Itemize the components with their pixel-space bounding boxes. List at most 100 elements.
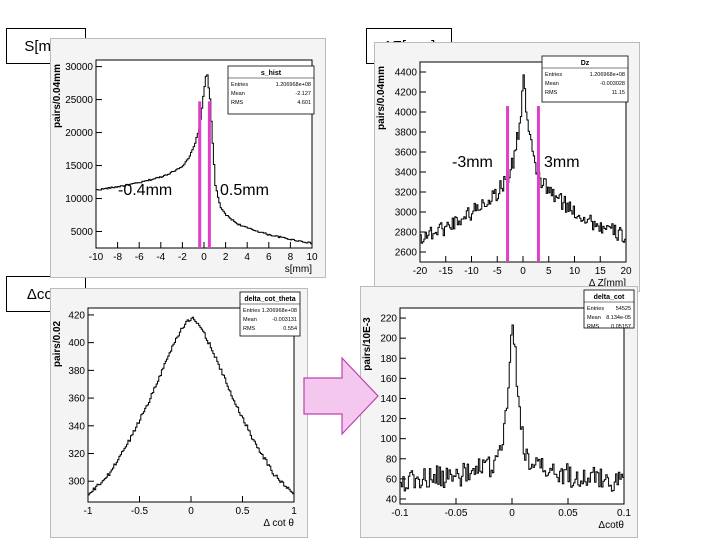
stats-value: 4.601	[297, 100, 311, 106]
stats-key: RMS	[587, 324, 600, 330]
y-tick-label: 2600	[395, 248, 418, 259]
y-tick-label: 320	[68, 449, 85, 460]
x-tick-label: 10	[306, 252, 318, 263]
stats-key: RMS	[545, 90, 558, 96]
stats-value: 11.15	[612, 90, 625, 96]
stats-box	[227, 65, 315, 115]
s-hist-panel: -10 -8 -6 -4 -2 0 2 4 6 8 10 5000 10000 15000 20000 250…	[50, 38, 326, 278]
stats-key: Entries	[231, 82, 248, 88]
x-tick-label: -20	[413, 266, 428, 277]
y-tick-label: 100	[380, 434, 397, 445]
stats-value: -0.003131	[272, 317, 297, 323]
right-arrow-icon	[303, 356, 379, 436]
y-tick-label: 5000	[71, 227, 94, 238]
dz-left-cut-label: -3mm	[452, 154, 493, 171]
stats-box	[541, 55, 629, 103]
series-line	[96, 74, 313, 245]
y-axis-title: pairs/0.04mm	[52, 64, 63, 128]
x-tick-label: -6	[135, 252, 144, 263]
x-tick-label: 0	[188, 506, 194, 517]
stats-box	[239, 291, 301, 337]
x-tick-label: 4	[244, 252, 250, 263]
y-tick-label: 160	[380, 374, 397, 385]
y-tick-label: 220	[380, 314, 397, 325]
s-right-cut-label: 0.5mm	[220, 182, 269, 199]
y-tick-label: 4200	[395, 88, 418, 99]
x-axis-title: s[mm]	[285, 264, 312, 275]
x-tick-label: 5	[546, 266, 552, 277]
stats-key: Mean	[587, 315, 601, 321]
x-tick-label: 20	[620, 266, 632, 277]
x-tick-label: -4	[156, 252, 165, 263]
stats-value: -2.127	[295, 91, 311, 97]
y-tick-label: 2800	[395, 228, 418, 239]
delta-cot-panel: -0.1 -0.05 0 0.05 0.1 40 60 80 100 120 140 160 180 20…	[360, 286, 638, 538]
stats-key: RMS	[243, 326, 256, 332]
delta-cot-theta-panel: -1 -0.5 0 0.5 1 300 320 340 360 380 400 420 Δ cot θ p…	[50, 288, 308, 538]
x-tick-label: -10	[464, 266, 479, 277]
stats-value: 0.05157	[611, 324, 631, 330]
x-tick-label: -0.1	[391, 508, 409, 519]
s-left-cut-label: -0.4mm	[118, 182, 173, 199]
x-axis-title: Δ cot θ	[263, 518, 294, 529]
x-tick-label: -5	[493, 266, 502, 277]
series-line	[420, 74, 627, 244]
y-tick-label: 120	[380, 414, 397, 425]
x-tick-label: -2	[178, 252, 187, 263]
stats-key: Mean	[231, 91, 245, 97]
stats-key: Mean	[545, 81, 559, 87]
y-tick-label: 3800	[395, 128, 418, 139]
x-tick-label: -10	[89, 252, 104, 263]
x-tick-label: 0	[509, 508, 515, 519]
stats-title: delta_cot	[594, 294, 625, 301]
x-tick-label: 1	[291, 506, 297, 517]
x-tick-label: 0.5	[236, 506, 250, 517]
stats-key: Entries	[587, 306, 604, 312]
dz-chart: -20 -15 -10 -5 0 5 10 15 20 2600 2800 3000 3200 3400 3…	[374, 42, 640, 292]
x-tick-label: 10	[569, 266, 581, 277]
y-tick-label: 140	[380, 394, 397, 405]
plot-frame	[87, 307, 295, 503]
stats-value: 54525	[616, 306, 631, 312]
stats-title: Dz	[581, 60, 590, 67]
x-tick-label: 0.05	[558, 508, 578, 519]
y-tick-label: 30000	[65, 62, 93, 73]
y-tick-label: 4400	[395, 68, 418, 79]
stats-title: s_hist	[261, 70, 282, 77]
dz-right-cut-label: 3mm	[544, 154, 580, 171]
x-tick-label: 8	[288, 252, 294, 263]
x-tick-label: 0	[201, 252, 207, 263]
y-tick-label: 300	[68, 477, 85, 488]
x-tick-label: 0.1	[617, 508, 631, 519]
y-tick-label: 180	[380, 354, 397, 365]
delta-cot-theta-chart: -1 -0.5 0 0.5 1 300 320 340 360 380 400 420 Δ cot θ p…	[50, 288, 308, 538]
y-tick-label: 340	[68, 421, 85, 432]
x-tick-label: -0.05	[445, 508, 468, 519]
y-tick-label: 3600	[395, 148, 418, 159]
y-tick-label: 400	[68, 338, 85, 349]
x-tick-label: -1	[84, 506, 93, 517]
y-tick-label: 15000	[65, 161, 93, 172]
stats-key: Mean	[243, 317, 257, 323]
x-tick-label: 0	[520, 266, 526, 277]
delta-cot-chart: -0.1 -0.05 0 0.05 0.1 40 60 80 100 120 140 160 180 20…	[360, 286, 638, 538]
arrow-shape	[303, 356, 379, 436]
x-tick-label: -8	[113, 252, 122, 263]
y-tick-label: 420	[68, 310, 85, 321]
stats-key: RMS	[231, 100, 244, 106]
y-tick-label: 60	[386, 474, 398, 485]
y-tick-label: 40	[386, 494, 398, 505]
stats-key: Entries	[545, 72, 562, 78]
stats-value: 8.134e-05	[606, 315, 631, 321]
y-axis-title: pairs/10E-3	[362, 317, 373, 371]
stats-title: delta_cot_theta	[244, 296, 295, 303]
y-tick-label: 10000	[65, 194, 93, 205]
dz-panel: -20 -15 -10 -5 0 5 10 15 20 2600 2800 3000 3200 3400 3…	[374, 42, 640, 292]
stats-key: Entries	[243, 308, 260, 314]
y-tick-label: 80	[386, 454, 398, 465]
y-tick-label: 4000	[395, 108, 418, 119]
y-tick-label: 360	[68, 394, 85, 405]
stats-value: -0.003028	[600, 81, 625, 87]
y-tick-label: 3400	[395, 168, 418, 179]
x-axis-title: Δ Z[mm]	[589, 278, 626, 289]
